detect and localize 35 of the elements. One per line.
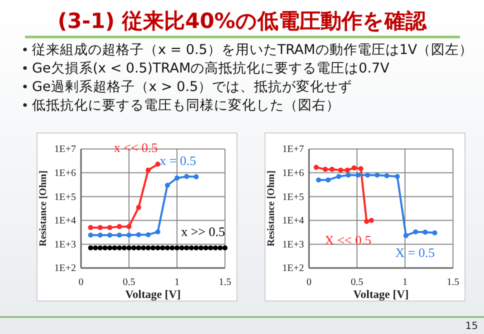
y-tick-label: 1E+5 (282, 192, 304, 203)
x-tick-label: 0.5 (122, 277, 136, 288)
x-tick-label: 0.5 (350, 277, 364, 288)
x-tick-label: 0 (78, 277, 84, 288)
y-tick-label: 1E+3 (54, 239, 76, 250)
text: Ge過剰系超格子（x > 0.5）では、抵抗が変化せず (32, 79, 352, 95)
text: 15 (465, 321, 478, 332)
y-tick-label: 1E+2 (54, 263, 76, 274)
x-tick-label: 1.5 (446, 277, 460, 288)
y-tick-label: 1E+7 (282, 144, 304, 156)
y-tick-label: 1E+2 (282, 263, 304, 274)
x-axis-title: Voltage [V] (353, 289, 409, 301)
x-axis-title: Voltage [V] (125, 289, 181, 301)
y-axis-title: Resistance [Ohm] (266, 170, 277, 246)
x-tick-label: 1 (402, 277, 408, 288)
chart-title: (3-1) 従来比40%の低電圧動作を確認 (58, 9, 428, 33)
y-tick-label: 1E+5 (54, 192, 76, 203)
y-tick-label: 1E+7 (54, 144, 76, 156)
y-tick-label: 1E+3 (282, 239, 304, 250)
text: Ge欠損系(x < 0.5)TRAMの高抵抗化に要する電圧は0.7V (32, 60, 390, 76)
x-tick-label: 1 (174, 277, 180, 288)
text: 従来組成の超格子（x = 0.5）を用いたTRAMの動作電圧は1V（図左） (32, 42, 474, 58)
series-label: x << 0.5 (114, 140, 158, 156)
y-tick-label: 1E+6 (54, 168, 76, 179)
y-axis-title: Resistance [Ohm] (38, 170, 49, 246)
x-tick-label: 1.5 (218, 277, 232, 288)
y-tick-label: 1E+4 (282, 216, 304, 227)
y-tick-label: 1E+6 (282, 168, 304, 179)
text: 低抵抗化に要する電圧も同様に変化した（図右） (32, 98, 340, 114)
x-tick-label: 0 (306, 277, 312, 288)
series-label: X << 0.5 (324, 232, 372, 248)
series-label: x >> 0.5 (181, 224, 225, 239)
series-label: x = 0.5 (160, 152, 196, 168)
series-label: X = 0.5 (395, 244, 435, 260)
y-tick-label: 1E+4 (54, 216, 76, 227)
